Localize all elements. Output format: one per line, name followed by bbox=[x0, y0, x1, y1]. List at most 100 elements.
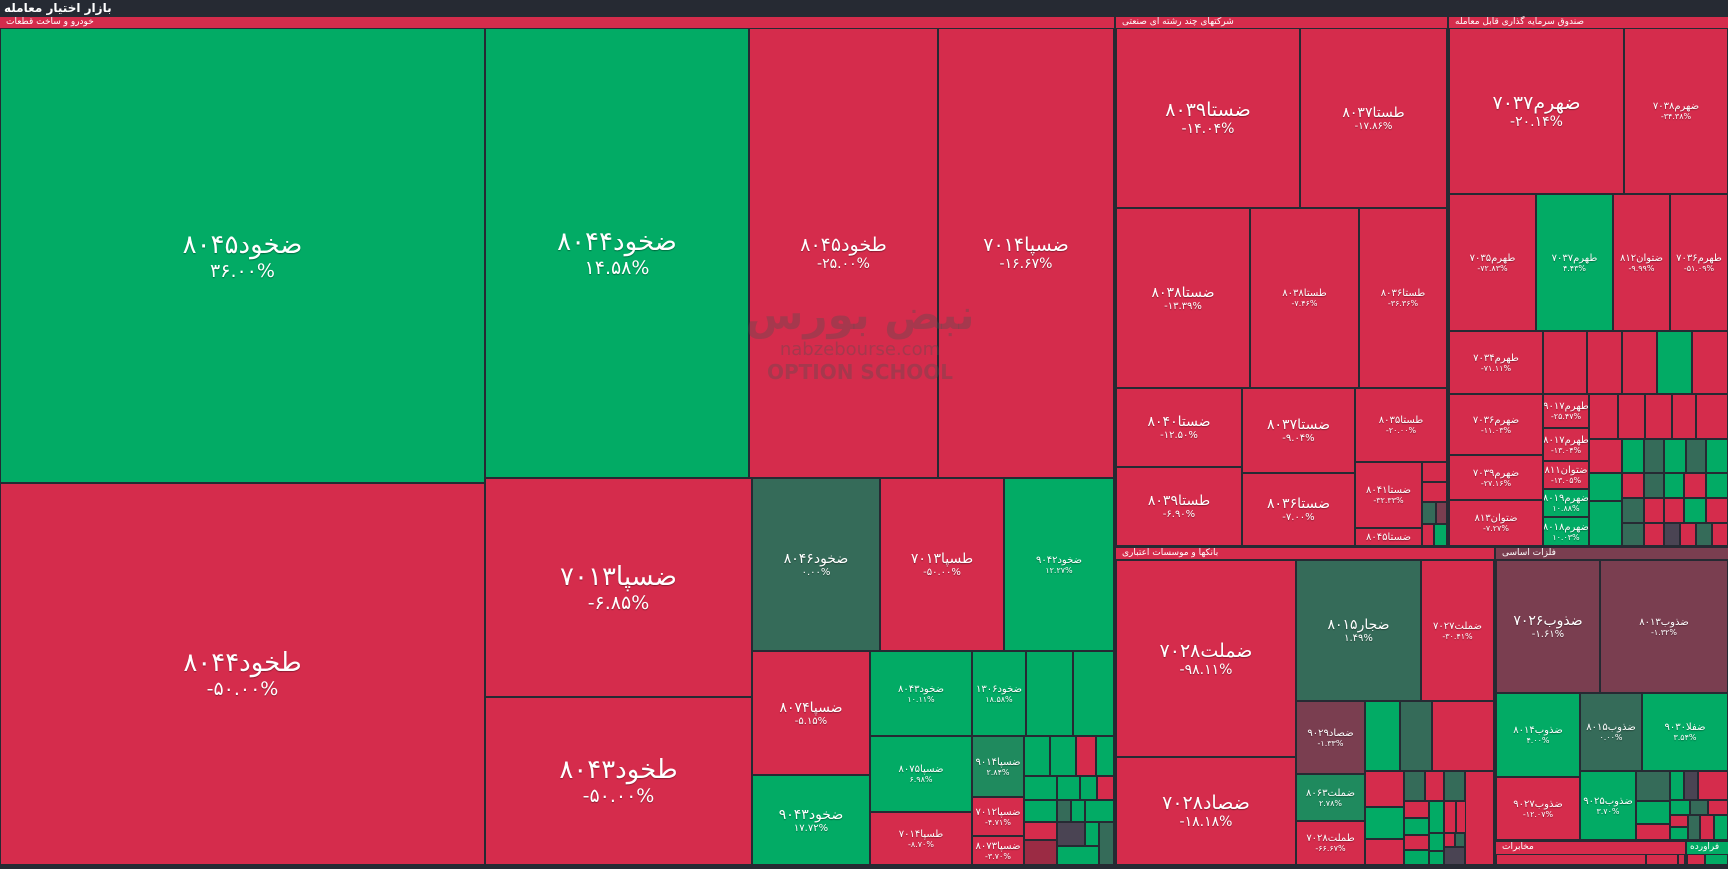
tile[interactable] bbox=[1589, 394, 1618, 439]
tile[interactable] bbox=[1636, 771, 1670, 801]
tile[interactable] bbox=[1085, 800, 1114, 822]
tile[interactable] bbox=[1705, 854, 1728, 865]
tile[interactable] bbox=[1587, 331, 1622, 394]
tile[interactable]: ضخود۹۰۴۲ ۱۲.۲۷% bbox=[1004, 478, 1114, 651]
tile[interactable]: طستا۸۰۳۶ -۳۶.۳۶% bbox=[1359, 208, 1447, 388]
tile[interactable] bbox=[1057, 822, 1085, 846]
tile[interactable] bbox=[1664, 439, 1686, 473]
tile[interactable] bbox=[1618, 394, 1645, 439]
tile[interactable] bbox=[1636, 801, 1670, 824]
tile[interactable] bbox=[1096, 736, 1114, 776]
tile[interactable] bbox=[1589, 439, 1622, 473]
tile[interactable] bbox=[1496, 854, 1646, 865]
tile[interactable] bbox=[1700, 815, 1714, 840]
sector-header[interactable]: صندوق سرمایه گذاری قابل معامله bbox=[1449, 17, 1728, 28]
tile[interactable]: ضستا۸۰۳۹ -۱۴.۰۴% bbox=[1116, 28, 1300, 208]
tile[interactable]: طستا۸۰۳۷ -۱۷.۸۶% bbox=[1300, 28, 1447, 208]
tile[interactable]: ضستا۸۰۴۵ bbox=[1355, 528, 1422, 546]
tile[interactable] bbox=[1712, 523, 1728, 546]
tile[interactable] bbox=[1050, 736, 1076, 776]
tile[interactable] bbox=[1696, 394, 1728, 439]
tile[interactable] bbox=[1664, 523, 1680, 546]
tile[interactable]: ضذوب۷۰۲۶ -۱.۶۱% bbox=[1496, 560, 1600, 693]
tile[interactable] bbox=[1684, 771, 1698, 800]
tile[interactable]: ضسپا۷۰۱۳ -۶.۸۵% bbox=[485, 478, 752, 697]
tile[interactable] bbox=[1422, 462, 1447, 482]
tile[interactable]: ضجار۸۰۱۵ ۱.۴۹% bbox=[1296, 560, 1421, 701]
tile[interactable] bbox=[1664, 473, 1684, 498]
tile[interactable] bbox=[1589, 501, 1622, 546]
tile[interactable]: ضسپا۷۰۱۲ -۴.۷۱% bbox=[972, 797, 1024, 836]
tile[interactable]: ضتوان۸۱۲ -۹.۹۹% bbox=[1613, 194, 1670, 331]
tile[interactable]: طهرم۷۰۳۵ -۷۲.۸۳% bbox=[1449, 194, 1536, 331]
tile[interactable] bbox=[1670, 800, 1690, 815]
tile[interactable] bbox=[1686, 439, 1706, 473]
tile[interactable]: ضخود۸۰۴۳ ۱۰.۱۱% bbox=[870, 651, 972, 736]
tile[interactable] bbox=[1708, 800, 1728, 815]
tile[interactable]: ضذوب۸۰۱۵ ۰.۰۰% bbox=[1580, 693, 1642, 771]
tile[interactable]: ضذوب۹۰۲۷ -۱۲.۰۷% bbox=[1496, 777, 1580, 840]
tile[interactable] bbox=[1622, 473, 1644, 498]
tile[interactable] bbox=[1404, 771, 1425, 801]
tile[interactable]: ضخود۱۳۰۶ ۱۸.۵۸% bbox=[972, 651, 1026, 736]
tile[interactable] bbox=[1688, 815, 1700, 840]
tile[interactable] bbox=[1589, 473, 1622, 501]
tile[interactable] bbox=[1698, 771, 1728, 800]
tile[interactable] bbox=[1622, 331, 1657, 394]
tile[interactable]: ضهرم۷۰۳۷ -۲۰.۱۴% bbox=[1449, 28, 1624, 194]
tile[interactable] bbox=[1684, 498, 1706, 523]
tile[interactable] bbox=[1404, 801, 1429, 818]
tile[interactable] bbox=[1365, 807, 1404, 839]
tile[interactable] bbox=[1664, 498, 1684, 523]
tile[interactable] bbox=[1434, 524, 1447, 546]
tile[interactable] bbox=[1436, 502, 1447, 524]
tile[interactable]: ضذوب۸۰۱۴ ۴.۰۰% bbox=[1496, 693, 1580, 777]
tile[interactable] bbox=[1670, 815, 1688, 827]
tile[interactable]: ضذوب۹۰۲۵ ۳.۷۰% bbox=[1580, 771, 1636, 840]
tile[interactable]: طسپا۷۰۱۴ -۸.۷۰% bbox=[870, 812, 972, 865]
tile[interactable] bbox=[1099, 822, 1114, 865]
tile[interactable] bbox=[1024, 822, 1057, 840]
tile[interactable]: ضسپا۸۰۷۴ -۵.۱۵% bbox=[752, 651, 870, 775]
tile[interactable]: ضتوان۸۱۳ -۷.۲۷% bbox=[1449, 500, 1543, 546]
tile[interactable]: ضفلا۹۰۳۰ ۳.۵۴% bbox=[1642, 693, 1728, 771]
tile[interactable]: ضهرم۷۰۳۶ -۱۱.۰۳% bbox=[1449, 394, 1543, 455]
tile[interactable] bbox=[1425, 771, 1444, 801]
tile[interactable]: طخود۸۰۴۳ -۵۰.۰۰% bbox=[485, 697, 752, 865]
tile[interactable]: ضذوب۸۰۱۳ -۱.۳۲% bbox=[1600, 560, 1728, 693]
tile[interactable]: ضستا۸۰۴۰ -۱۲.۵۰% bbox=[1116, 388, 1242, 467]
tile[interactable] bbox=[1404, 835, 1429, 850]
tile[interactable]: ضملت۷۰۲۷ -۳۰.۴۱% bbox=[1421, 560, 1494, 701]
tile[interactable]: طستا۸۰۳۸ -۷.۴۶% bbox=[1250, 208, 1359, 388]
tile[interactable]: ضهرم۸۰۱۸ ۱۰.۰۳% bbox=[1543, 517, 1589, 546]
tile[interactable] bbox=[1444, 771, 1465, 801]
tile[interactable] bbox=[1429, 851, 1444, 865]
sector-header[interactable]: خودرو و ساخت قطعات bbox=[0, 17, 1114, 28]
tile[interactable] bbox=[1678, 854, 1685, 865]
tile[interactable]: ضملت۸۰۶۳ ۲.۷۸% bbox=[1296, 774, 1365, 821]
tile[interactable] bbox=[1622, 523, 1644, 546]
tile[interactable]: ضخود۸۰۴۶ ۰.۰۰% bbox=[752, 478, 880, 651]
tile[interactable] bbox=[1024, 776, 1057, 800]
tile[interactable] bbox=[1365, 701, 1400, 771]
tile[interactable]: ضملت۷۰۲۸ -۹۸.۱۱% bbox=[1116, 560, 1296, 757]
tile[interactable] bbox=[1706, 498, 1728, 523]
tile[interactable] bbox=[1645, 394, 1672, 439]
tile[interactable] bbox=[1024, 736, 1050, 776]
tile[interactable] bbox=[1714, 815, 1728, 840]
tile[interactable]: ضخود۸۰۴۴ ۱۴.۵۸% bbox=[485, 28, 749, 478]
tile[interactable]: طخود۸۰۴۴ -۵۰.۰۰% bbox=[0, 483, 485, 865]
tile[interactable] bbox=[1429, 833, 1444, 851]
tile[interactable] bbox=[1026, 651, 1073, 736]
tile[interactable]: طهرم۷۰۳۷ ۴.۴۳% bbox=[1536, 194, 1613, 331]
tile[interactable] bbox=[1672, 394, 1696, 439]
tile[interactable] bbox=[1543, 331, 1587, 394]
sector-header[interactable]: بانکها و موسسات اعتباری bbox=[1116, 548, 1494, 559]
tile[interactable]: ضسپا۹۰۱۴ ۲.۸۴% bbox=[972, 736, 1024, 797]
tile[interactable]: ضخود۹۰۴۳ ۱۷.۷۲% bbox=[752, 775, 870, 865]
tile[interactable] bbox=[1692, 331, 1728, 394]
tile[interactable]: طملت۷۰۲۸ -۶۶.۶۷% bbox=[1296, 821, 1365, 865]
tile[interactable] bbox=[1644, 523, 1664, 546]
tile[interactable] bbox=[1670, 827, 1688, 840]
tile[interactable]: طخود۸۰۴۵ -۲۵.۰۰% bbox=[749, 28, 938, 478]
